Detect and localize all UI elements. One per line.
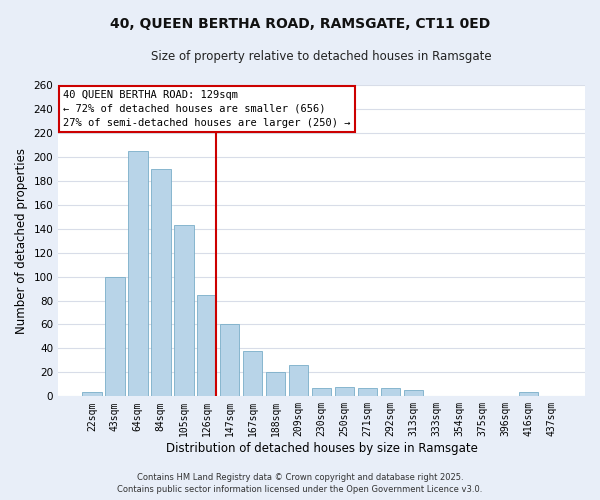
Bar [266, 372, 286, 396]
Bar [335, 387, 355, 396]
Bar [220, 324, 239, 396]
Bar [243, 351, 262, 397]
Bar [289, 365, 308, 396]
Bar [128, 151, 148, 396]
Text: 40, QUEEN BERTHA ROAD, RAMSGATE, CT11 0ED: 40, QUEEN BERTHA ROAD, RAMSGATE, CT11 0E… [110, 18, 490, 32]
Bar [312, 388, 331, 396]
Bar [197, 294, 217, 396]
Bar [358, 388, 377, 396]
Bar [174, 225, 194, 396]
Bar [404, 390, 423, 396]
Bar [82, 392, 101, 396]
Bar [518, 392, 538, 396]
X-axis label: Distribution of detached houses by size in Ramsgate: Distribution of detached houses by size … [166, 442, 478, 455]
Bar [151, 169, 170, 396]
Y-axis label: Number of detached properties: Number of detached properties [15, 148, 28, 334]
Bar [381, 388, 400, 396]
Bar [105, 276, 125, 396]
Text: 40 QUEEN BERTHA ROAD: 129sqm
← 72% of detached houses are smaller (656)
27% of s: 40 QUEEN BERTHA ROAD: 129sqm ← 72% of de… [64, 90, 351, 128]
Title: Size of property relative to detached houses in Ramsgate: Size of property relative to detached ho… [151, 50, 492, 63]
Text: Contains HM Land Registry data © Crown copyright and database right 2025.
Contai: Contains HM Land Registry data © Crown c… [118, 472, 482, 494]
